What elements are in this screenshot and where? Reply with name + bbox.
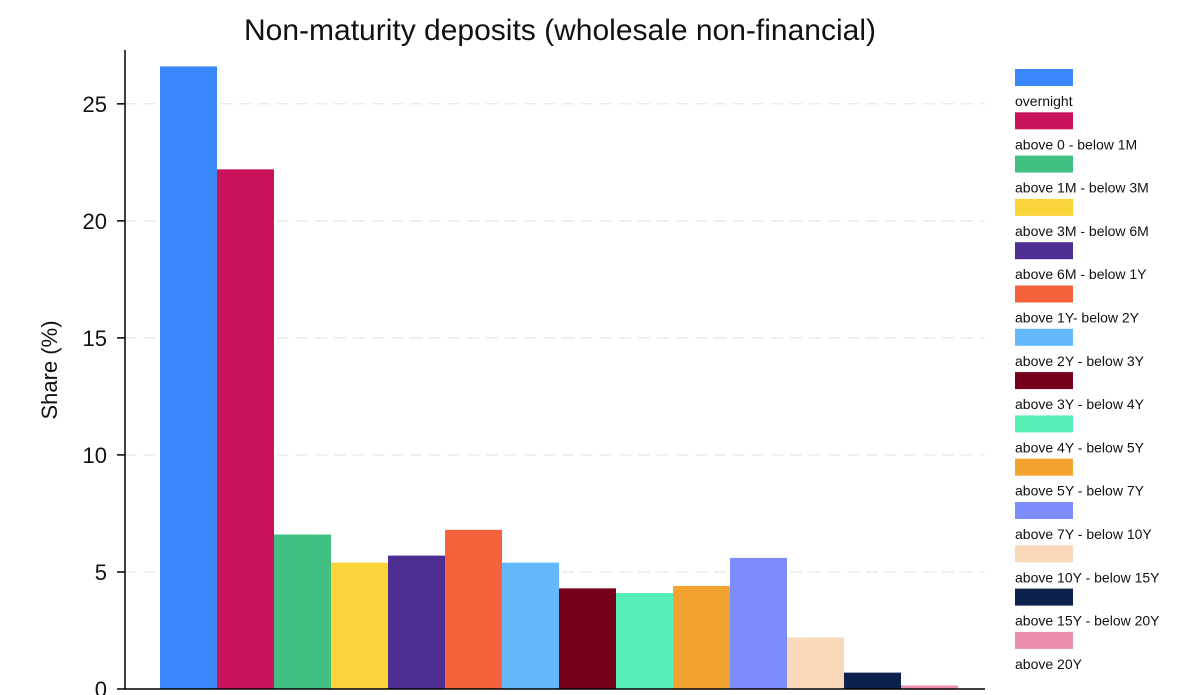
legend-label: above 2Y - below 3Y xyxy=(1015,353,1145,369)
bar-5 xyxy=(388,555,445,689)
bar-1 xyxy=(160,66,217,689)
bar-13 xyxy=(844,672,901,689)
bar-14 xyxy=(901,685,958,689)
legend-swatch xyxy=(1015,155,1073,173)
legend-label: overnight xyxy=(1015,93,1073,109)
legend-swatch xyxy=(1015,545,1073,563)
legend-label: above 3M - below 6M xyxy=(1015,223,1149,239)
bar-11 xyxy=(730,557,787,689)
legend-swatch xyxy=(1015,198,1073,216)
legend-label: above 5Y - below 7Y xyxy=(1015,483,1145,499)
legend-label: above 4Y - below 5Y xyxy=(1015,439,1145,455)
legend-swatch xyxy=(1015,242,1073,260)
legend-swatch xyxy=(1015,372,1073,390)
legend-swatch xyxy=(1015,112,1073,130)
bar-7 xyxy=(502,562,559,689)
bar-9 xyxy=(616,593,673,689)
legend-label: above 1Y- below 2Y xyxy=(1015,310,1140,326)
y-tick-label: 25 xyxy=(83,92,107,117)
bar-12 xyxy=(787,637,844,689)
legend-swatch xyxy=(1015,69,1073,86)
legend-label: above 7Y - below 10Y xyxy=(1015,526,1152,542)
y-tick-label: 5 xyxy=(95,560,107,585)
legend-swatch xyxy=(1015,458,1073,476)
legend-label: above 0 - below 1M xyxy=(1015,136,1137,152)
legend-label: above 20Y xyxy=(1015,656,1083,672)
legend-swatch xyxy=(1015,285,1073,303)
bars xyxy=(160,66,958,689)
y-tick-label: 20 xyxy=(83,209,107,234)
y-axis: 0 5 10 15 20 25 xyxy=(83,50,985,695)
y-tick-label: 0 xyxy=(95,677,107,695)
legend-swatch xyxy=(1015,502,1073,519)
y-axis-label: Share (%) xyxy=(37,320,62,419)
y-tick-label: 10 xyxy=(83,443,107,468)
bar-10 xyxy=(673,586,730,689)
legend-swatch xyxy=(1015,588,1073,606)
legend-label: above 15Y - below 20Y xyxy=(1015,613,1160,629)
y-tick-label: 15 xyxy=(83,326,107,351)
bar-8 xyxy=(559,588,616,689)
legend-swatch xyxy=(1015,631,1073,649)
bar-2 xyxy=(217,169,274,689)
legend-swatch xyxy=(1015,415,1073,433)
legend-swatch xyxy=(1015,328,1073,346)
bar-6 xyxy=(445,529,502,689)
bar-4 xyxy=(331,562,388,689)
legend-label: above 6M - below 1Y xyxy=(1015,266,1147,282)
bar-3 xyxy=(274,534,331,689)
chart-title: Non-maturity deposits (wholesale non-fin… xyxy=(244,14,876,47)
legend: overnight above 0 - below 1M above 1M - be… xyxy=(1015,69,1160,672)
legend-label: above 10Y - below 15Y xyxy=(1015,569,1160,585)
legend-label: above 3Y - below 4Y xyxy=(1015,396,1145,412)
legend-label: above 1M - below 3M xyxy=(1015,180,1149,196)
